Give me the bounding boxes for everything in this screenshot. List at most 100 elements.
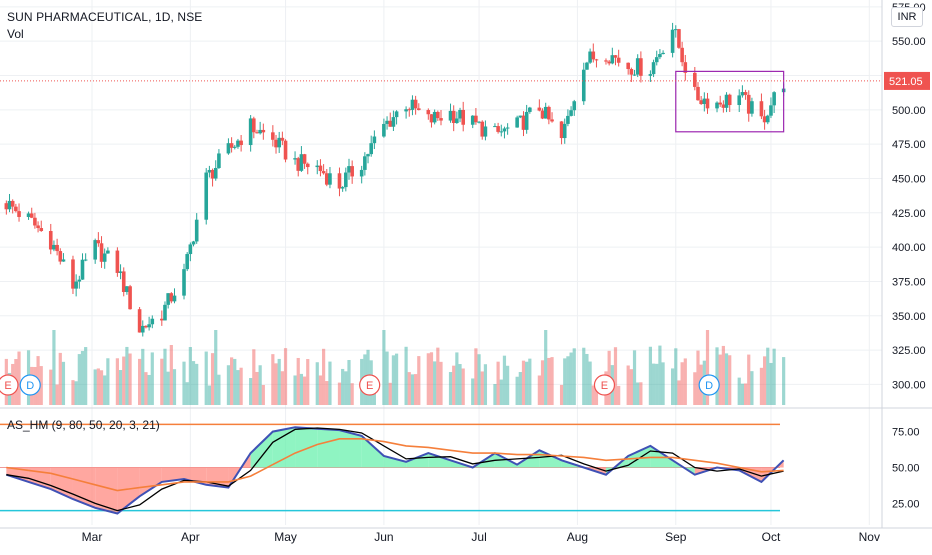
candle-body [96,240,101,244]
candle-body [191,241,196,245]
volume-bar [252,349,256,405]
volume-bar [166,371,170,405]
osc-fill-segment [428,453,451,468]
candle-body [372,136,377,144]
candle-body [226,143,231,154]
volume-bar [318,375,323,405]
volume-bar [658,345,662,405]
volume-bar [80,350,85,405]
volume-bar [629,369,633,405]
candle-body [385,120,389,124]
candle-body [293,158,297,160]
event-marker[interactable] [593,374,616,396]
x-tick-label: Apr [181,530,200,544]
candle-body [52,244,56,250]
volume-bar [71,380,75,405]
candle-body [505,127,510,129]
candle-body [661,52,665,55]
event-marker[interactable] [359,374,381,396]
volume-bar [525,361,529,405]
osc-fill-segment [95,467,118,514]
x-tick-label: May [274,530,297,544]
volume-bar [258,365,262,405]
volume-bar [591,385,595,405]
candle-body [759,101,764,117]
volume-bar [103,375,107,405]
volume-bar [528,358,532,405]
osc-fill-segment [383,456,407,468]
candle-body [562,123,567,139]
candle-body [543,106,548,119]
volume-bar [547,357,551,405]
osc-fill-segment [406,453,429,468]
candle-body [80,259,85,280]
x-tick-label: Mar [82,530,103,544]
candle-body [128,286,132,310]
candle-body [769,105,773,116]
volume-bar [204,351,208,405]
volume-bar [636,382,640,405]
osc-fill-segment [72,467,96,508]
candle-body [217,153,221,168]
volume-bar [207,385,211,405]
candle-body [639,58,643,76]
candle-body [480,121,485,137]
event-marker[interactable] [19,374,41,396]
candle-body [436,111,440,119]
candle-body [702,98,707,105]
volume-bar [588,361,592,405]
candle-body [432,111,437,123]
volume-bar [325,381,329,405]
volume-bar [280,371,284,405]
candle-body [648,74,653,76]
volume-bar [417,356,421,405]
volume-bar [195,363,199,405]
volume-bar [521,360,526,405]
event-marker[interactable] [698,374,720,396]
x-tick-label: Aug [567,530,588,544]
volume-bar [410,374,415,405]
indicator-label: AS_HM (9, 80, 50, 20, 3, 21) [7,418,160,432]
candle-body [299,154,304,171]
event-marker[interactable] [0,374,19,396]
volume-bar [388,382,392,405]
volume-bar [782,357,786,405]
candle-body [683,62,688,73]
volume-bar [471,378,475,405]
candle-body [363,156,367,170]
volume-bar [39,366,43,405]
candle-body [499,131,504,133]
volume-bar [341,368,345,405]
annotation-box[interactable] [675,70,785,133]
candle-body [194,219,199,242]
candle-body [635,58,640,75]
volume-bar [696,350,700,405]
candle-body [677,29,681,48]
volume-bar [439,361,443,405]
osc-fill-segment [361,435,384,468]
candle-body [14,206,18,212]
volume-bar [572,348,576,405]
candle-body [455,118,459,124]
candle-body [429,114,434,123]
candle-body [394,111,399,118]
main-y-tick-label: 400.00 [892,242,926,254]
candle-body [140,325,145,333]
volume-bar [61,361,66,405]
volume-bar [293,375,297,405]
volume-bar [322,348,326,405]
candle-body [737,95,742,106]
currency-badge[interactable]: INR [891,7,923,27]
candle-body [626,62,630,70]
candle-body [169,293,174,302]
volume-bar [391,355,396,405]
volume-bar [118,370,123,405]
volume-bar [455,352,459,405]
candle-body [350,166,354,177]
volume-bar [680,362,684,405]
candle-body [493,126,497,128]
candle-body [727,94,732,106]
volume-bar [724,353,729,405]
volume-bar [506,365,510,405]
candle-body [166,293,170,305]
